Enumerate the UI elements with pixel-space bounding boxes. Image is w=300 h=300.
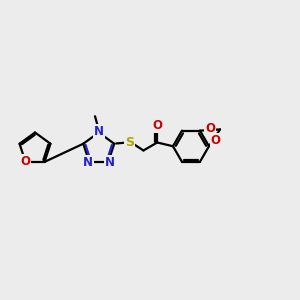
Text: O: O [206, 122, 215, 135]
Text: N: N [83, 156, 93, 169]
Text: N: N [105, 156, 115, 169]
Text: O: O [20, 155, 30, 168]
Text: N: N [94, 125, 104, 138]
Text: S: S [125, 136, 134, 149]
Text: O: O [152, 119, 162, 132]
Text: O: O [211, 134, 220, 147]
